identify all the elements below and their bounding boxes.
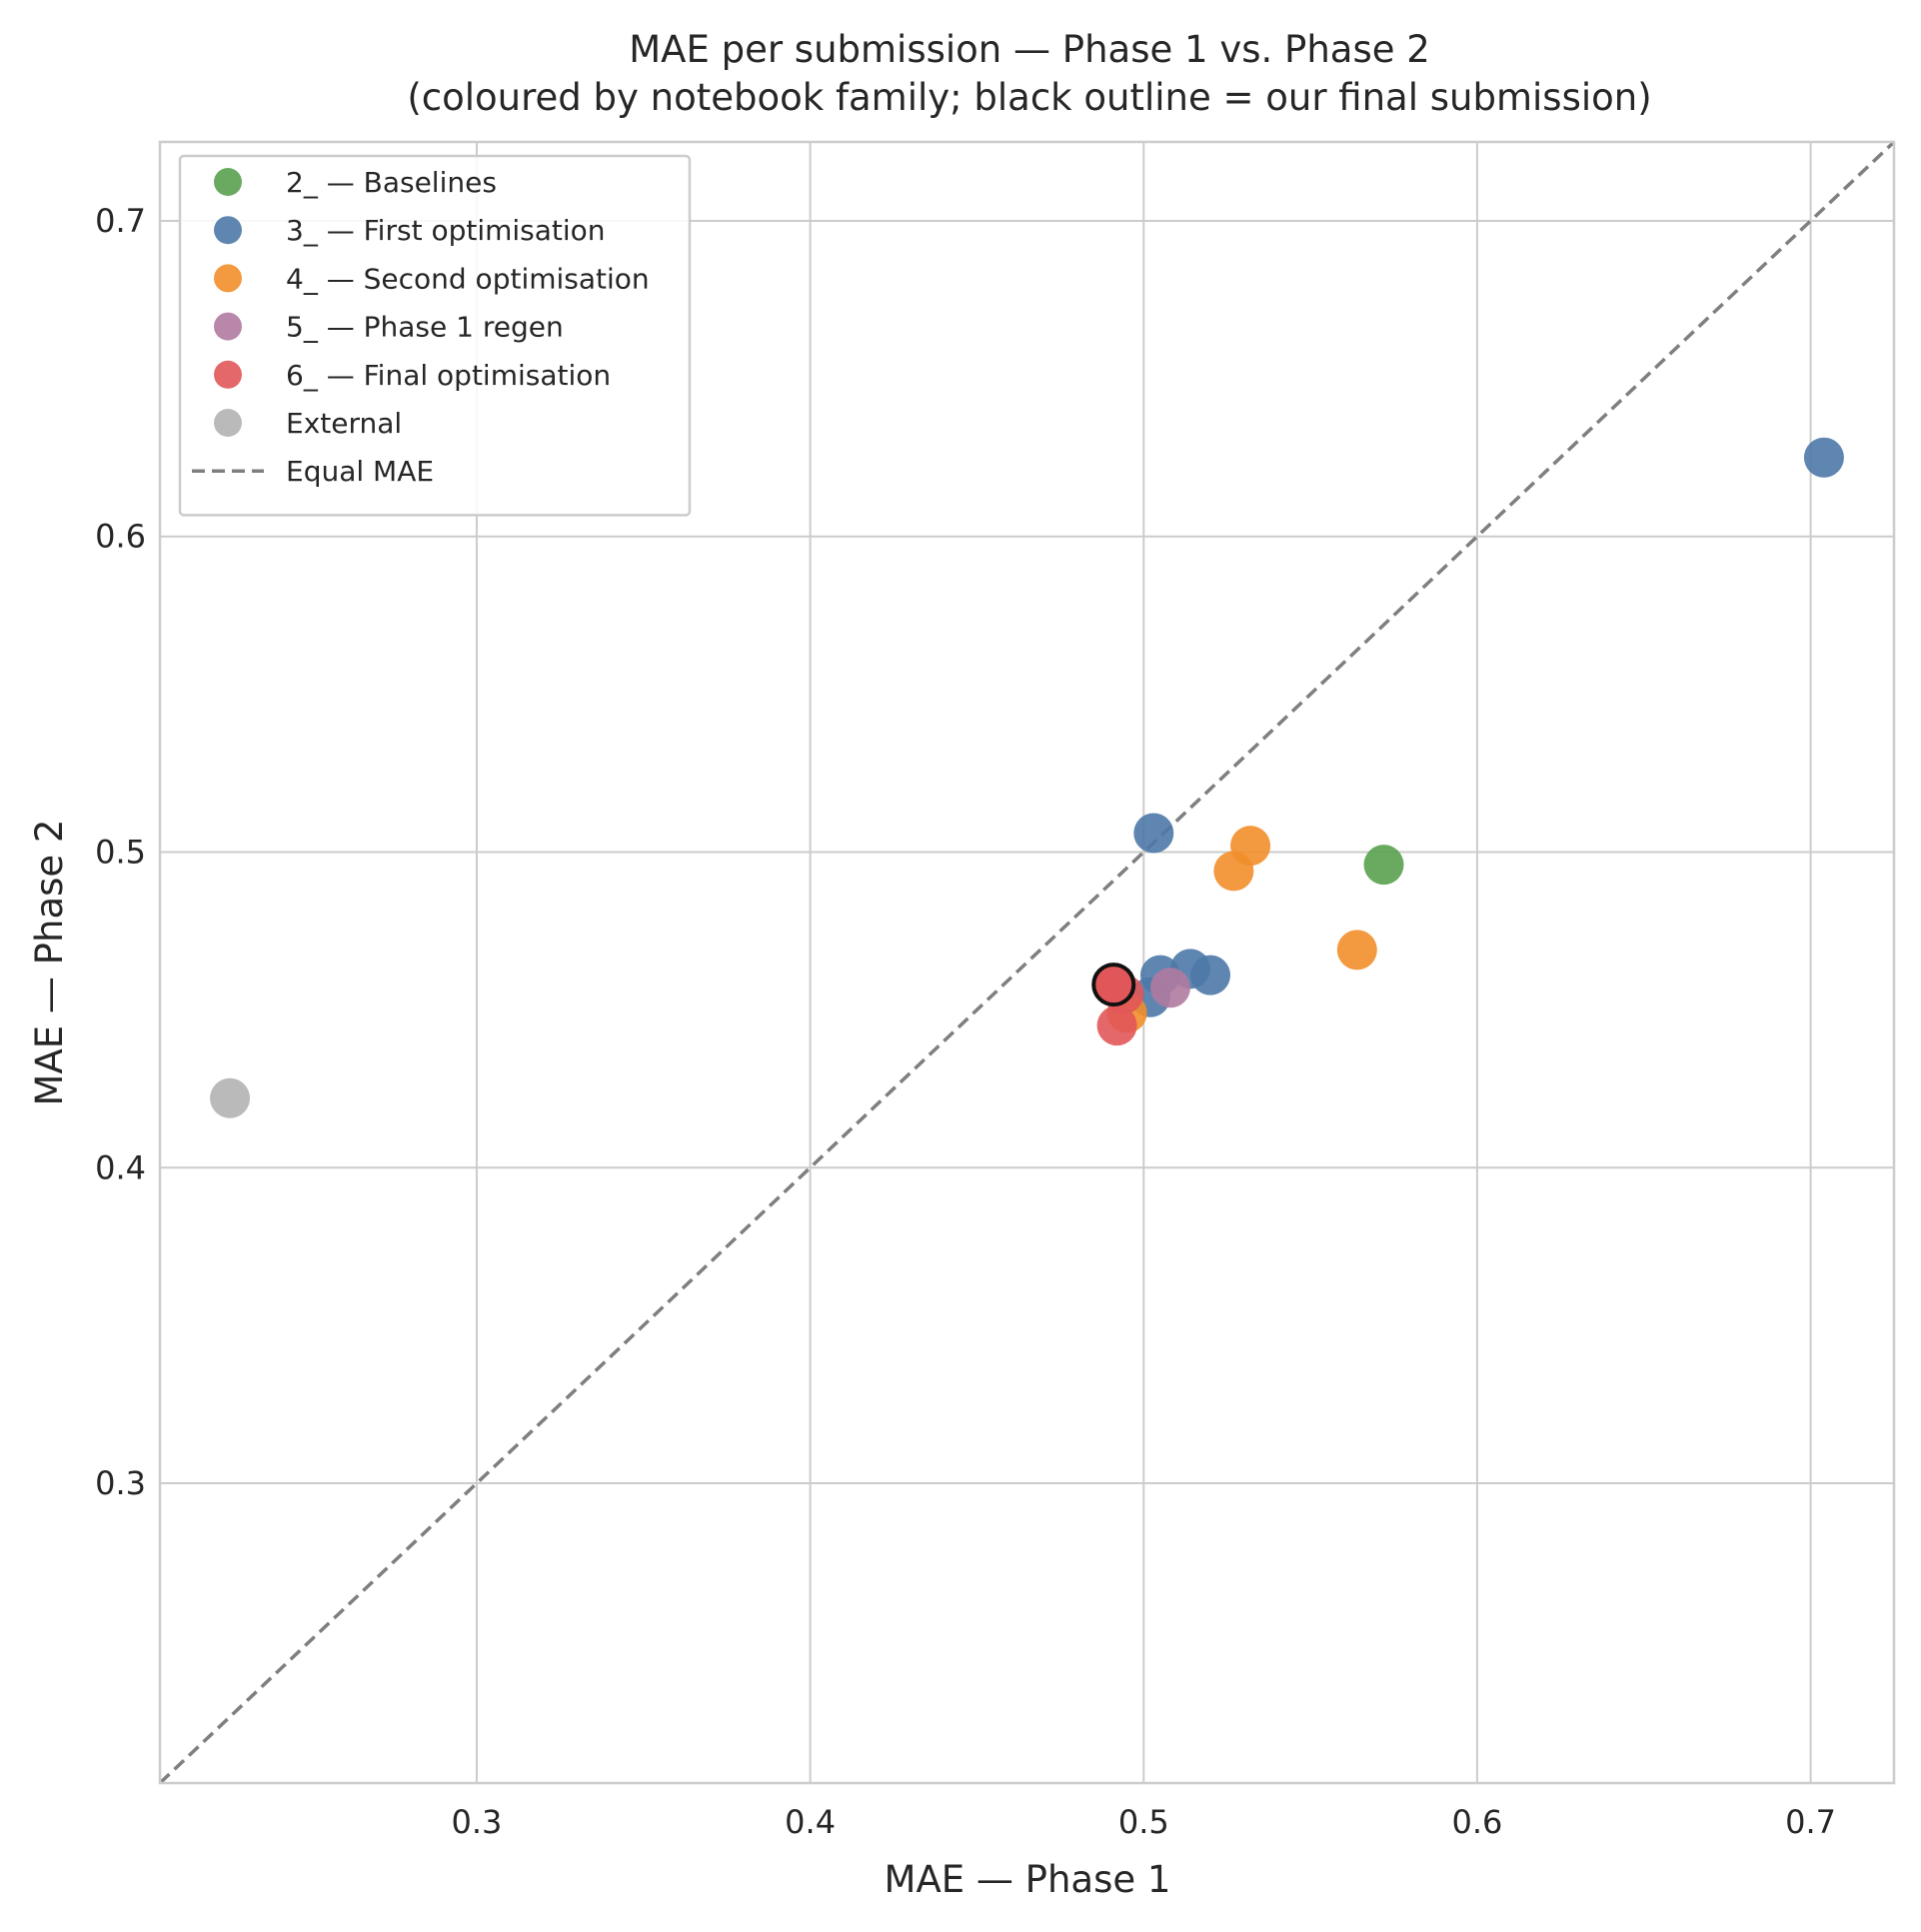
- chart-subtitle: (coloured by notebook family; black outl…: [407, 76, 1651, 119]
- x-tick-label: 0.7: [1785, 1803, 1836, 1841]
- legend-label: 6_ — Final optimisation: [286, 359, 611, 392]
- final-submission-point: [1091, 963, 1136, 1007]
- x-tick-labels: 0.3 0.4 0.5 0.6 0.7: [452, 1803, 1837, 1841]
- y-tick-label: 0.3: [95, 1464, 146, 1502]
- legend-marker: [214, 216, 242, 245]
- x-tick-label: 0.5: [1118, 1803, 1169, 1841]
- legend-label: 2_ — Baselines: [286, 166, 497, 199]
- y-tick-label: 0.7: [95, 202, 146, 240]
- chart-title: MAE per submission — Phase 1 vs. Phase 2: [629, 28, 1430, 71]
- data-point: [1149, 967, 1190, 1008]
- legend-label: External: [286, 407, 402, 440]
- y-tick-label: 0.6: [95, 518, 146, 556]
- x-tick-label: 0.4: [785, 1803, 836, 1841]
- y-tick-labels: 0.3 0.4 0.5 0.6 0.7: [95, 202, 146, 1502]
- legend-label: 5_ — Phase 1 regen: [286, 311, 564, 344]
- legend-marker: [214, 409, 242, 437]
- x-tick-label: 0.3: [452, 1803, 503, 1841]
- data-point: [1213, 851, 1254, 892]
- data-point: [210, 1077, 251, 1118]
- equal-mae-line: [158, 140, 1896, 1785]
- data-point: [1096, 1005, 1137, 1046]
- legend-label: 3_ — First optimisation: [286, 214, 606, 247]
- legend-marker: [214, 264, 242, 293]
- reference-line-layer: [158, 140, 1896, 1785]
- legend-label: 4_ — Second optimisation: [286, 262, 650, 295]
- legend-box: [178, 154, 692, 517]
- legend: 2_ — Baselines 3_ — First optimisation 4_ …: [178, 154, 692, 517]
- legend-label: Equal MAE: [286, 455, 434, 488]
- y-tick-label: 0.4: [95, 1148, 146, 1186]
- data-point: [1803, 437, 1844, 478]
- legend-marker: [214, 360, 242, 389]
- x-axis-label: MAE — Phase 1: [885, 1858, 1171, 1901]
- data-point: [1336, 930, 1377, 970]
- x-tick-label: 0.6: [1451, 1803, 1502, 1841]
- data-point: [1190, 955, 1231, 995]
- legend-marker: [214, 168, 242, 196]
- grid-lines: [160, 142, 1894, 1783]
- data-points: [210, 437, 1844, 1118]
- plot-frame: [158, 140, 1896, 1785]
- y-tick-label: 0.5: [95, 833, 146, 871]
- legend-marker: [214, 312, 242, 341]
- data-point: [1363, 845, 1404, 886]
- y-axis-label: MAE — Phase 2: [28, 820, 71, 1106]
- data-point: [1133, 813, 1174, 854]
